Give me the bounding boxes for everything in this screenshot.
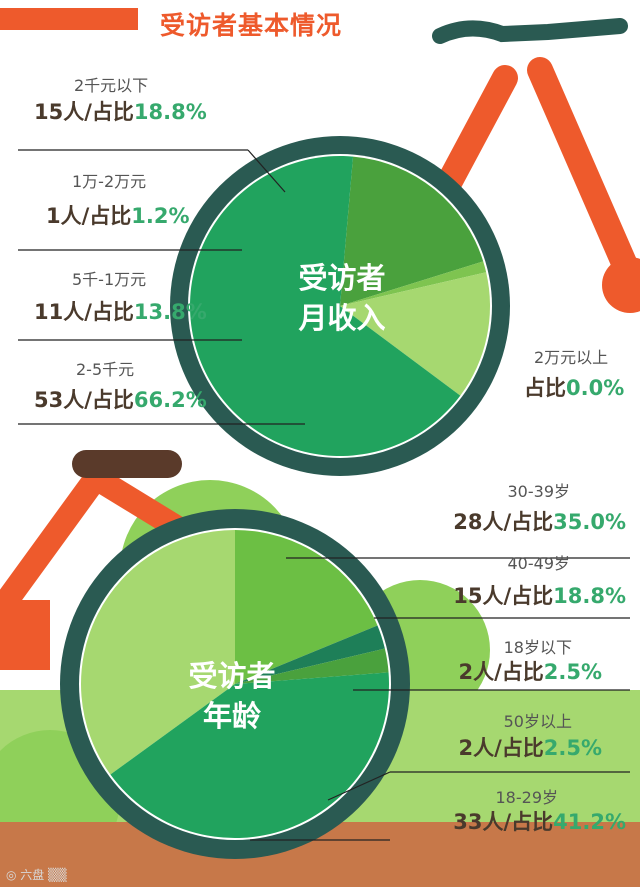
slice-label: 2-5千元 [76,360,135,379]
slice-value: 33人/占比41.2% [453,810,626,834]
bike-hub [602,257,640,313]
slice-value: 15人/占比18.8% [453,584,626,608]
slice-label: 2千元以下 [74,76,149,95]
slice-value: 11人/占比13.8% [34,300,207,324]
pie-slice [80,530,235,775]
center-line: 月收入 [298,301,386,335]
bike-handlebar [432,18,628,44]
slice-value: 占比0.0% [524,376,625,400]
center-line: 年龄 [202,699,261,733]
slice-label: 18-29岁 [495,788,559,807]
slice-label: 5千-1万元 [72,270,147,289]
bike-fender [0,600,50,670]
slice-value: 2人/占比2.5% [458,660,602,684]
income-pie-center-label: 受访者 月收入 [282,258,402,338]
center-line: 受访者 [188,659,276,693]
slice-label: 50岁以上 [503,712,572,731]
page-title: 受访者基本情况 [160,11,343,40]
age-pie [80,530,389,838]
leader-line [327,771,391,801]
pie-slice [235,625,385,684]
slice-label: 18岁以下 [503,638,572,657]
title-accent-bar [0,8,138,30]
slice-value: 53人/占比66.2% [34,388,207,412]
age-pie-center-label: 受访者 年龄 [172,656,292,736]
leader-line [247,149,286,193]
pie-slice [190,155,461,456]
slice-value: 28人/占比35.0% [453,510,626,534]
watermark: ◎ 六盘 ▒▒ [6,868,67,882]
pie-slice [235,530,378,684]
slice-value: 2人/占比2.5% [458,736,602,760]
pie-slice [340,156,484,306]
slice-label: 40-49岁 [507,554,571,573]
slice-label: 1万-2万元 [72,172,147,191]
leader-lines [18,149,630,841]
income-pie [190,155,491,456]
slice-label: 2万元以上 [534,348,609,367]
slice-label: 30-39岁 [507,482,571,501]
slice-value: 15人/占比18.8% [34,100,207,124]
bike-saddle [72,450,182,478]
pie-slice [340,272,491,396]
pie-slice [235,648,389,684]
pie-slice [340,261,487,306]
center-line: 受访者 [298,261,386,295]
pie-slice [110,672,389,838]
slice-value: 1人/占比1.2% [46,204,190,228]
